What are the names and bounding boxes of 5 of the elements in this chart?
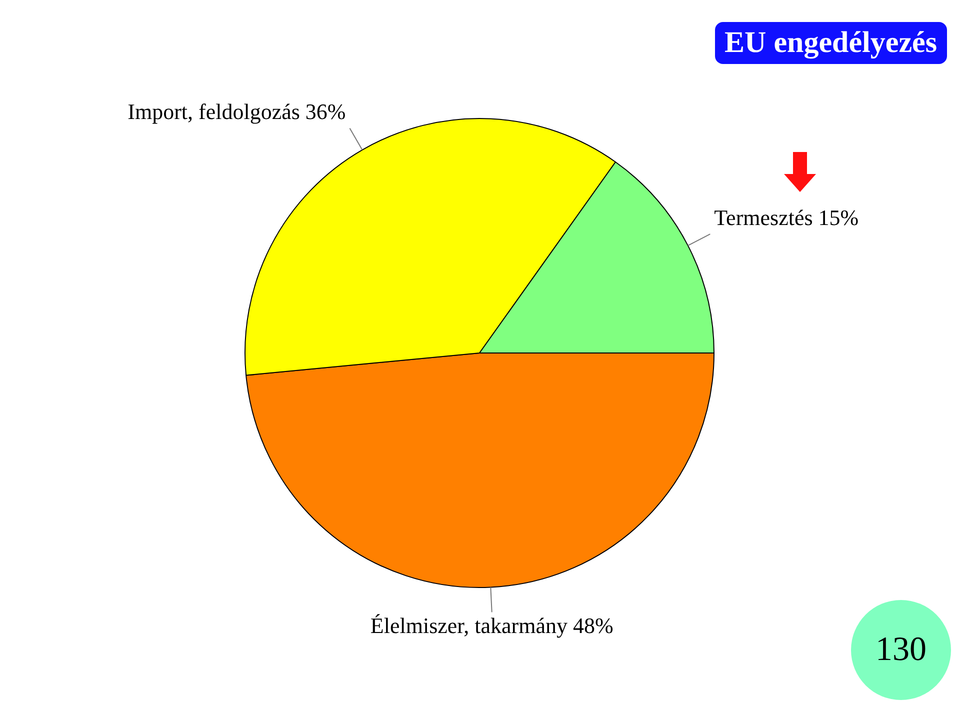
slice-label: Termesztés 15% (714, 204, 859, 230)
chart-title: EU engedélyezés (714, 22, 947, 64)
slice-label: Élelmiszer, takarmány 48% (370, 612, 614, 638)
text: 130 (851, 600, 951, 700)
slice-label: Import, feldolgozás 36% (128, 99, 346, 124)
